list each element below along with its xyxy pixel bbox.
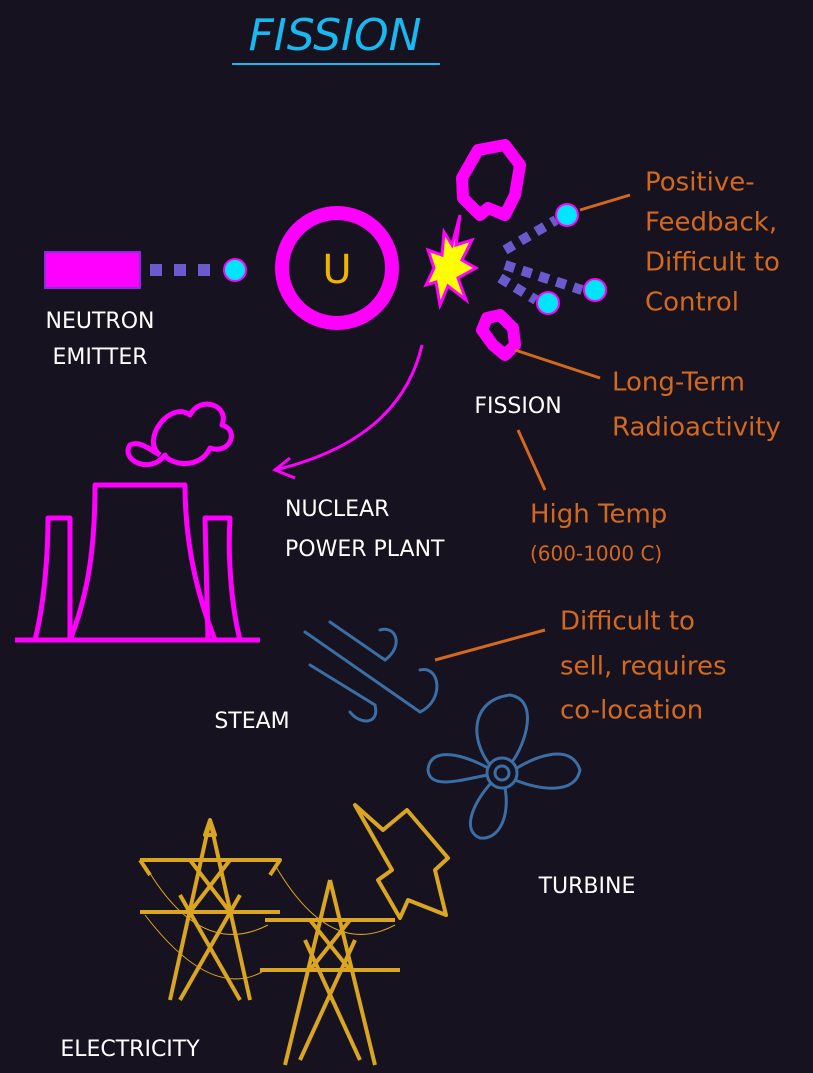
uranium-label: U [322, 247, 351, 293]
note: sell, requires [560, 652, 727, 682]
note: Radioactivity [612, 413, 781, 443]
diagram: FISSION U [0, 0, 813, 1073]
label: NEUTRON [46, 309, 155, 334]
note: (600-1000 C) [530, 542, 662, 566]
note: Long-Term [612, 368, 745, 398]
label: NUCLEAR [285, 497, 389, 522]
neutron [556, 204, 578, 226]
neutron [537, 292, 559, 314]
note: Positive- [645, 168, 755, 198]
label: TURBINE [538, 874, 636, 899]
label: EMITTER [52, 345, 147, 370]
emitter [45, 252, 140, 288]
note: Difficult to [560, 607, 695, 637]
note: High Temp [530, 500, 667, 530]
label: STEAM [214, 709, 289, 734]
title: FISSION [248, 10, 421, 61]
note: co-location [560, 696, 703, 726]
note: Feedback, [645, 208, 777, 238]
page: {"title": "FISSION", "uranium": "U", "la… [0, 0, 813, 1073]
label: POWER PLANT [285, 537, 445, 562]
label: FISSION [474, 394, 561, 419]
neutron [224, 259, 246, 281]
note: Control [645, 288, 739, 318]
neutron [584, 279, 606, 301]
label: ELECTRICITY [60, 1037, 200, 1062]
neutron-path [150, 264, 210, 276]
note: Difficult to [645, 248, 780, 278]
